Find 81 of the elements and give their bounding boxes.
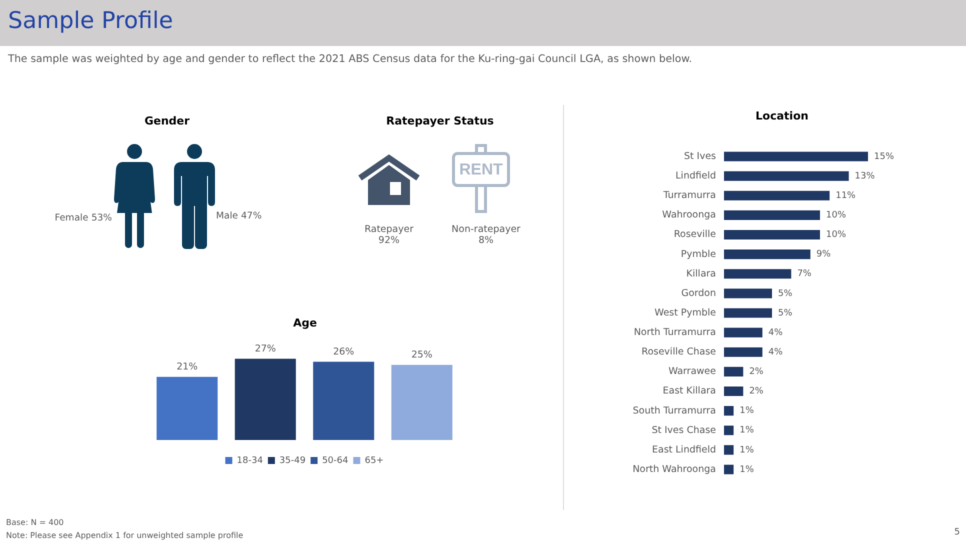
data-label: 1%: [740, 445, 754, 456]
data-label: 21%: [176, 361, 198, 372]
legend-label: 65+: [364, 456, 384, 466]
y-tick-label: North Wahroonga: [632, 464, 716, 475]
data-label: 4%: [768, 328, 784, 338]
bar: [724, 366, 744, 376]
y-tick-label: St Ives Chase: [652, 424, 716, 436]
text: 47%: [241, 210, 262, 222]
bar: [724, 445, 734, 455]
bar: [724, 152, 868, 162]
data-label: 2%: [749, 386, 764, 397]
bar: [724, 190, 830, 200]
bar: [724, 406, 734, 416]
data-label: 9%: [816, 250, 832, 260]
bar: [724, 269, 792, 279]
data-label: 5%: [778, 288, 793, 299]
text: Sample Profile: [8, 8, 174, 36]
bar: [156, 376, 218, 440]
text: The sample was weighted by age and gender to reflect the 2021 ABS Census data for the Ku-ring-gai Council LGA, as shown below.: [8, 52, 692, 66]
y-tick-label: Warrawee: [668, 366, 716, 378]
chart-title: Location: [756, 109, 808, 123]
bar: [724, 386, 744, 396]
data-label: 11%: [836, 190, 856, 201]
y-tick-label: St Ives: [684, 150, 716, 162]
data-label: 4%: [768, 347, 784, 358]
bar: [724, 426, 734, 436]
chart-title: Age: [293, 316, 317, 330]
text: 92%: [378, 235, 400, 246]
category-label: Ratepayer: [364, 224, 414, 235]
legend-label: 50-64: [322, 456, 349, 466]
text: Base: N = 400: [6, 518, 64, 528]
data-label: 27%: [254, 343, 276, 354]
category-label: Male: [216, 210, 238, 222]
y-tick-label: Roseville: [674, 229, 716, 240]
y-tick-label: Wahroonga: [662, 210, 716, 221]
data-label: 1%: [740, 426, 754, 436]
data-label: 26%: [333, 346, 354, 358]
data-label: 7%: [797, 269, 812, 280]
bar: [313, 362, 374, 440]
y-tick-label: West Pymble: [654, 307, 716, 318]
bar: [724, 171, 849, 181]
category-label: Non-ratepayer: [452, 224, 520, 235]
text: 8%: [478, 235, 494, 246]
bar: [234, 358, 296, 440]
data-label: 10%: [826, 210, 846, 221]
y-tick-label: East Lindfield: [652, 444, 716, 456]
bar: [724, 210, 820, 220]
y-tick-label: Roseville Chase: [642, 346, 716, 358]
legend-label: 18-34: [236, 456, 264, 466]
data-label: 1%: [740, 406, 754, 416]
bar: [391, 364, 452, 440]
text: Note: Please see Appendix 1 for unweighted sample profile: [6, 531, 244, 541]
bar: [724, 288, 772, 298]
data-label: 25%: [411, 349, 432, 360]
y-tick-label: Gordon: [681, 288, 716, 299]
text: 53%: [91, 212, 112, 224]
text: Gender: [144, 114, 190, 128]
bar: [724, 250, 810, 260]
data-label: 2%: [749, 367, 764, 378]
y-tick-label: Turramurra: [662, 190, 716, 202]
legend-label: 35-49: [279, 456, 306, 466]
data-label: 1%: [740, 464, 754, 475]
text: Ratepayer Status: [386, 114, 494, 128]
category-label: Female: [54, 212, 88, 224]
y-tick-label: North Turramurra: [634, 327, 716, 338]
data-label: 13%: [854, 171, 876, 182]
data-label: 15%: [874, 152, 894, 162]
data-label: 10%: [826, 230, 846, 240]
y-tick-label: South Turramurra: [632, 405, 716, 416]
y-tick-label: Killara: [686, 268, 716, 280]
text: RENT: [459, 160, 503, 180]
y-tick-label: East Killara: [662, 386, 716, 397]
bar: [724, 328, 762, 338]
bar: [724, 230, 820, 240]
text: 5: [954, 528, 960, 538]
bar: [724, 464, 734, 474]
bar: [724, 308, 772, 318]
data-label: 5%: [778, 308, 793, 318]
y-tick-label: Pymble: [680, 248, 716, 260]
bar: [724, 347, 762, 357]
y-tick-label: Lindfield: [676, 170, 716, 182]
